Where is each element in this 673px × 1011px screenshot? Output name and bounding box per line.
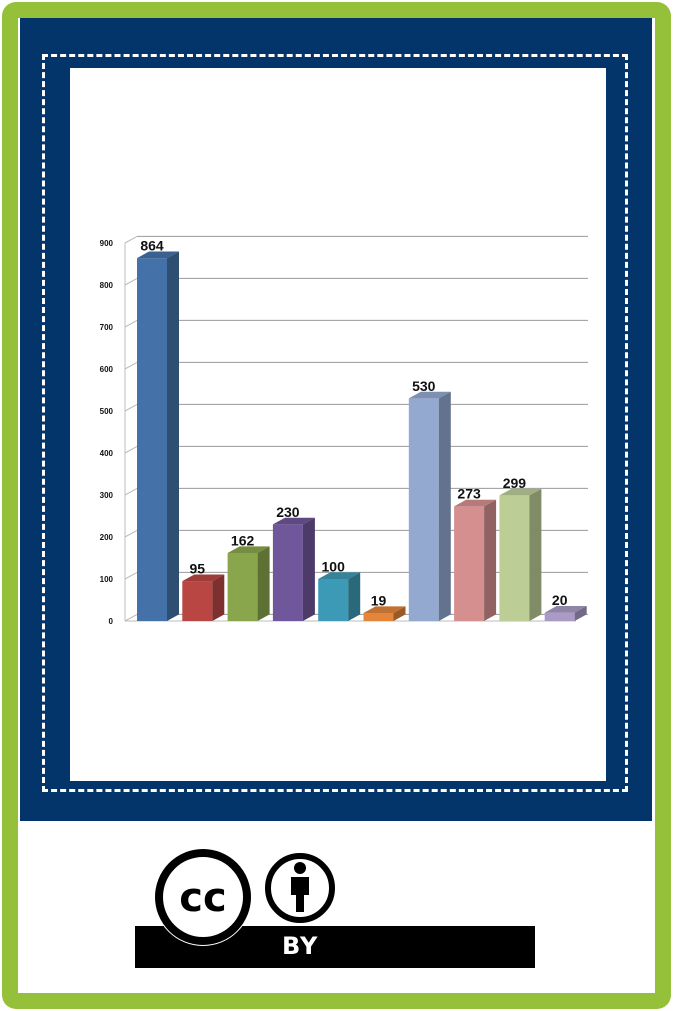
data-label: 162	[231, 532, 255, 548]
data-label: 530	[412, 378, 436, 394]
y-tick-label: 800	[100, 281, 114, 290]
bar	[363, 613, 394, 621]
bar-side	[212, 574, 225, 621]
bar-top	[137, 251, 179, 259]
y-tick-label: 600	[100, 365, 114, 374]
bar-side	[438, 391, 451, 621]
data-label: 273	[457, 486, 481, 502]
gridline-side	[124, 361, 138, 370]
gridline-side	[124, 529, 138, 538]
dashed-border	[42, 54, 628, 792]
bar	[272, 524, 303, 621]
bar-side	[574, 606, 587, 621]
y-tick-label: 900	[100, 239, 114, 248]
bar	[499, 495, 530, 621]
bar-side	[529, 488, 542, 621]
y-tick-label: 300	[100, 491, 114, 500]
bar	[182, 581, 213, 621]
bar	[227, 552, 258, 621]
bar-side	[257, 546, 270, 621]
bar-side	[302, 517, 315, 621]
bar-side	[348, 572, 361, 621]
bar-top	[544, 606, 587, 613]
gridline-side	[124, 571, 138, 580]
bar	[408, 398, 439, 621]
creative-commons-icon: cc	[154, 848, 252, 946]
gridline-side	[124, 403, 138, 412]
data-label: 20	[552, 592, 568, 608]
y-tick-label: 200	[100, 533, 114, 542]
data-label: 100	[322, 558, 346, 574]
bar-top	[182, 574, 225, 582]
gridline-side	[124, 445, 138, 454]
gridline-side	[124, 613, 138, 622]
bar-chart: 0 100 200 300 400 500 600 700 800 900 864 95 162 230 1…	[100, 235, 588, 626]
attribution-person-icon	[263, 851, 337, 925]
bar	[318, 579, 349, 621]
bar	[137, 258, 167, 621]
license-badge-text: BY	[282, 932, 319, 960]
data-label: 95	[190, 561, 206, 577]
bar-side	[484, 499, 497, 621]
bar-side	[393, 606, 406, 621]
y-tick-label: 400	[100, 449, 114, 458]
bar	[454, 506, 485, 621]
bar-top	[363, 606, 406, 614]
bar-top	[499, 488, 542, 496]
bar	[544, 612, 575, 621]
data-label: 19	[371, 592, 387, 608]
data-label: 864	[140, 238, 164, 254]
y-tick-label: 0	[109, 617, 114, 626]
bar-top	[318, 572, 361, 579]
y-tick-label: 100	[100, 575, 114, 584]
data-label: 299	[503, 475, 527, 491]
gridline-side	[124, 277, 138, 286]
bar-top	[272, 517, 315, 525]
bar-top	[227, 546, 270, 553]
svg-text:cc: cc	[179, 875, 226, 921]
y-tick-label: 500	[100, 407, 114, 416]
gridline-side	[124, 319, 138, 328]
gridline-side	[124, 487, 138, 496]
chart-card: 0 100 200 300 400 500 600 700 800 900 864 95 162 230 1…	[70, 68, 606, 781]
bar-top	[408, 391, 451, 399]
y-tick-label: 700	[100, 323, 114, 332]
gridline-side	[124, 235, 138, 244]
data-label: 230	[276, 504, 300, 520]
bar-top	[454, 499, 497, 507]
bar-side	[167, 251, 179, 621]
